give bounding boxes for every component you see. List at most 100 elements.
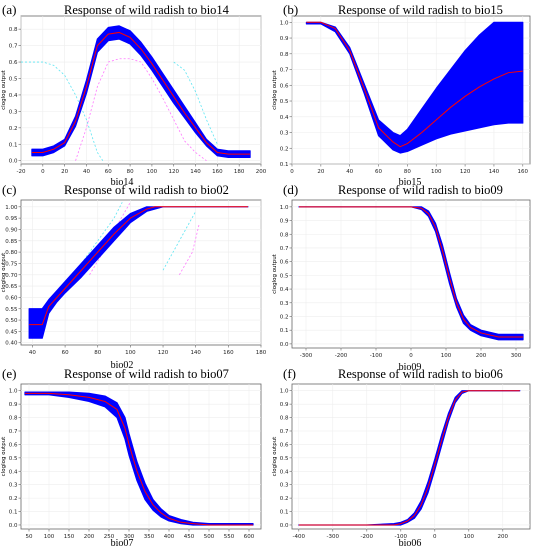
y-tick-label: 0.0: [9, 523, 18, 529]
x-tick-label: 140: [190, 350, 201, 356]
chart-panel-a: -20 0 20 40 60 80 100 120 140 160 180 200 0.0 0.1 0.2 0…: [1, 2, 267, 188]
x-axis-label: bio02: [111, 360, 134, 371]
x-axis-label: bio06: [399, 538, 422, 549]
y-tick-label: 0.1: [280, 510, 289, 516]
y-tick-label: 0.5: [280, 99, 289, 105]
y-tick-label: 0.9: [280, 36, 289, 42]
y-tick-label: 0.2: [280, 314, 289, 320]
y-tick-label: 0.1: [9, 142, 18, 148]
x-axis-label: bio07: [111, 538, 134, 549]
y-tick-label: 0.50: [5, 318, 18, 324]
x-tick-label: 140: [489, 169, 500, 175]
x-tick-label: -20: [17, 169, 26, 175]
y-tick-label: 0.2: [9, 496, 18, 502]
y-tick-label: 0.4: [9, 93, 18, 99]
x-tick-label: 100: [125, 350, 136, 356]
mean-response-line: [299, 206, 523, 338]
panel-label: (a): [2, 2, 16, 17]
y-tick-label: 0.6: [280, 260, 289, 266]
y-tick-label: 0.2: [9, 126, 18, 132]
x-tick-label: 500: [204, 534, 215, 540]
x-tick-label: 250: [104, 534, 115, 540]
y-tick-label: 0.85: [5, 239, 18, 245]
chart-panel-b: 0 20 40 60 80 100 120 140 160 0.1 0.2 0.3 0.4 0.5 0.6 0…: [272, 2, 531, 188]
x-tick-label: 140: [190, 169, 201, 175]
x-tick-label: -100: [395, 534, 408, 540]
chart-title: Response of wild radish to bio02: [64, 183, 229, 197]
x-tick-label: 600: [244, 534, 255, 540]
y-tick-label: 0.40: [5, 341, 18, 347]
y-tick-label: 0.7: [9, 44, 18, 50]
x-tick-label: -200: [361, 534, 374, 540]
y-tick-label: 0.0: [280, 523, 289, 529]
y-tick-label: 0.7: [280, 429, 289, 435]
x-tick-label: 550: [224, 534, 235, 540]
y-tick-label: 1.00: [5, 205, 18, 211]
x-tick-label: 60: [375, 169, 382, 175]
x-axis-label: bio09: [399, 362, 422, 373]
x-tick-label: 200: [498, 534, 509, 540]
y-tick-label: 0.8: [280, 52, 289, 58]
y-axis-label: cloglog output: [272, 253, 278, 294]
x-tick-label: 0: [41, 169, 45, 175]
x-tick-label: 180: [256, 350, 267, 356]
confidence-band: [305, 21, 524, 154]
y-tick-label: 0.90: [5, 227, 18, 233]
y-axis-label: cloglog output: [272, 436, 278, 477]
x-tick-label: 200: [476, 353, 487, 359]
mean-response-line: [31, 31, 251, 155]
y-tick-label: 0.2: [280, 146, 289, 152]
y-tick-label: 0.70: [5, 273, 18, 279]
x-tick-label: 80: [94, 350, 101, 356]
x-tick-label: 20: [61, 169, 68, 175]
ghost-curve: [162, 211, 197, 271]
y-tick-label: 0.55: [5, 307, 18, 313]
chart-panel-f: -400 -300 -200 -100 0 100 200 0.0 0.1 0.2 0.3 0.4 0.…: [272, 366, 531, 549]
x-tick-label: -300: [300, 353, 313, 359]
x-axis-label: bio14: [111, 177, 134, 188]
y-tick-label: 0.4: [280, 115, 289, 121]
x-tick-label: -100: [370, 353, 383, 359]
x-tick-label: 80: [127, 169, 134, 175]
chart-title: Response of wild radish to bio06: [338, 367, 503, 381]
panel-label: (d): [283, 182, 298, 197]
y-tick-label: 0.3: [9, 483, 18, 489]
mean-response-line: [29, 206, 248, 326]
panel-label: (c): [2, 182, 16, 197]
y-tick-label: 0.3: [280, 301, 289, 307]
y-tick-label: 0.7: [280, 68, 289, 74]
y-tick-label: 0.0: [280, 342, 289, 348]
x-tick-label: 100: [44, 534, 55, 540]
ghost-curve: [173, 61, 218, 145]
y-tick-label: 0.80: [5, 250, 18, 256]
y-tick-label: 0.9: [9, 402, 18, 408]
x-tick-label: 40: [29, 350, 36, 356]
x-tick-label: 300: [124, 534, 135, 540]
confidence-band: [31, 25, 251, 159]
x-tick-label: 180: [234, 169, 245, 175]
x-tick-label: 50: [26, 534, 33, 540]
chart-title: Response of wild radish to bio15: [338, 3, 503, 17]
y-tick-label: 0.1: [9, 510, 18, 516]
y-tick-label: 0.4: [280, 287, 289, 293]
chart-title: Response of wild radish to bio09: [338, 183, 503, 197]
x-tick-label: 400: [164, 534, 175, 540]
chart-panel-c: 40 60 80 100 120 140 160 180 0.40 0.45 0.50 0.55 0.6…: [1, 182, 267, 371]
x-tick-label: 160: [212, 169, 223, 175]
y-tick-label: 0.2: [280, 496, 289, 502]
x-tick-label: 100: [441, 353, 452, 359]
ghost-curve: [75, 58, 207, 162]
chart-title: Response of wild radish to bio07: [64, 367, 229, 381]
x-tick-label: 120: [158, 350, 169, 356]
y-tick-label: 0.4: [9, 469, 18, 475]
x-tick-label: 200: [84, 534, 95, 540]
y-axis-label: cloglog output: [1, 69, 7, 110]
x-tick-label: 100: [464, 534, 475, 540]
plot-area: [20, 199, 262, 346]
x-tick-label: 0: [290, 169, 294, 175]
y-tick-label: 0.65: [5, 284, 18, 290]
plot-area: [20, 15, 262, 165]
y-tick-label: 0.7: [280, 246, 289, 252]
y-tick-label: 0.1: [280, 328, 289, 334]
